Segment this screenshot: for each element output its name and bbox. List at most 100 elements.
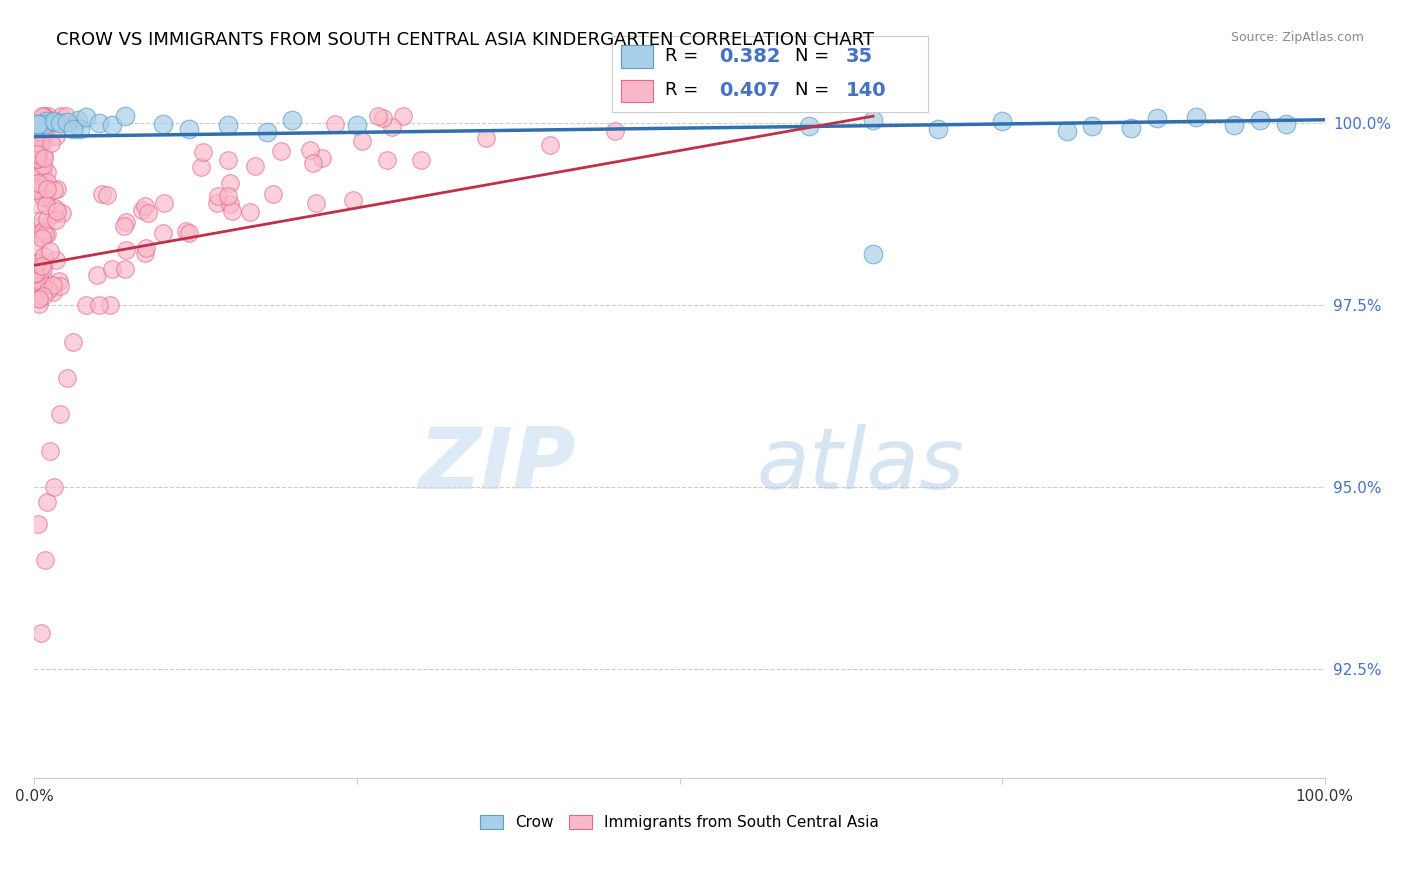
Point [31, 260, 53, 274]
Point [37, 113, 59, 128]
Text: N =: N = [796, 81, 835, 99]
Point [45, 212, 67, 227]
Point [28, 146, 51, 161]
Point [49, 116, 72, 130]
Point [35, 191, 58, 205]
Point [30, 276, 52, 290]
Point [1275, 117, 1298, 131]
Point [323, 117, 346, 131]
Point [25, 196, 48, 211]
Point [219, 176, 242, 190]
Point [27, 119, 49, 133]
Point [62, 334, 84, 349]
Point [218, 196, 240, 211]
Point [301, 156, 323, 170]
Point [152, 226, 174, 240]
Point [1146, 111, 1168, 125]
Text: CROW VS IMMIGRANTS FROM SOUTH CENTRAL ASIA KINDERGARTEN CORRELATION CHART: CROW VS IMMIGRANTS FROM SOUTH CENTRAL AS… [56, 31, 875, 49]
Point [34, 117, 56, 131]
Point [190, 161, 212, 175]
Point [134, 199, 156, 213]
Point [991, 114, 1014, 128]
Point [217, 189, 239, 203]
Point [34, 227, 56, 241]
Point [31, 231, 53, 245]
Point [32, 224, 55, 238]
Point [27, 516, 49, 531]
Point [112, 219, 135, 233]
Point [42, 114, 65, 128]
Point [392, 109, 415, 123]
Point [371, 112, 394, 126]
Point [28, 226, 51, 240]
Point [34, 249, 56, 263]
Point [30, 136, 52, 151]
Point [352, 135, 374, 149]
Point [44, 207, 66, 221]
Point [75, 111, 97, 125]
Point [44, 202, 66, 216]
Point [27, 149, 49, 163]
Point [39, 136, 62, 150]
Point [49, 408, 72, 422]
Point [311, 151, 333, 165]
Point [862, 112, 884, 127]
Point [346, 118, 368, 132]
Point [342, 193, 364, 207]
Point [27, 117, 49, 131]
Point [51, 109, 73, 123]
Point [24, 257, 46, 271]
Point [243, 159, 266, 173]
Point [27, 176, 49, 190]
Point [927, 122, 949, 136]
Point [32, 165, 55, 179]
Point [25, 255, 48, 269]
Text: R =: R = [665, 47, 704, 65]
Point [35, 114, 58, 128]
Point [28, 164, 51, 178]
Point [24, 267, 46, 281]
Point [32, 125, 55, 139]
Point [42, 480, 65, 494]
Point [34, 148, 56, 162]
Point [27, 138, 49, 153]
Point [1119, 120, 1142, 135]
Point [37, 131, 59, 145]
Point [42, 278, 65, 293]
Point [32, 109, 55, 123]
Point [28, 168, 51, 182]
Point [217, 118, 239, 132]
Point [32, 158, 55, 172]
Point [46, 204, 69, 219]
Point [34, 109, 56, 123]
Point [25, 152, 48, 166]
Text: ZIP: ZIP [419, 424, 576, 507]
Point [603, 124, 626, 138]
Point [75, 298, 97, 312]
Point [193, 145, 215, 159]
Point [87, 298, 110, 312]
Point [30, 178, 52, 193]
Point [305, 195, 328, 210]
Point [86, 268, 108, 282]
Point [35, 182, 58, 196]
Point [540, 138, 562, 153]
Point [35, 212, 58, 227]
Point [114, 243, 136, 257]
Point [797, 119, 820, 133]
Point [475, 131, 498, 145]
Point [35, 227, 58, 241]
Point [27, 176, 49, 190]
Bar [621, 79, 652, 103]
Point [24, 266, 46, 280]
Point [34, 553, 56, 567]
Point [381, 120, 404, 134]
Point [35, 165, 58, 179]
Point [35, 197, 58, 211]
Point [1184, 110, 1206, 124]
Point [55, 115, 77, 129]
Point [1249, 113, 1271, 128]
Point [1223, 118, 1246, 132]
Point [32, 128, 55, 143]
Point [42, 183, 65, 197]
